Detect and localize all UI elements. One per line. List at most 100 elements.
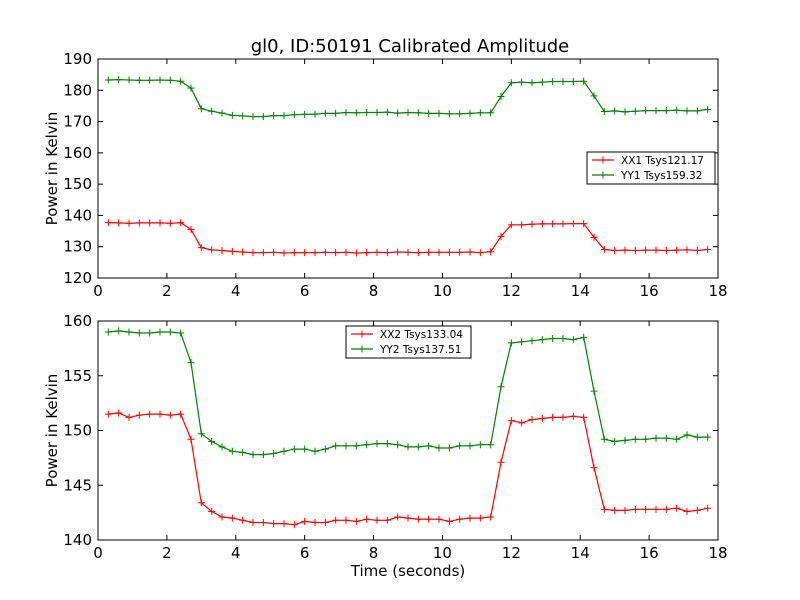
- data-point: [466, 109, 474, 117]
- data-point: [631, 246, 639, 254]
- y-tick-label: 160: [63, 144, 92, 162]
- data-point: [135, 219, 143, 227]
- data-point: [280, 112, 288, 120]
- data-point: [135, 411, 143, 419]
- x-tick-label: 16: [640, 544, 659, 562]
- data-point: [621, 506, 629, 514]
- data-point: [197, 430, 205, 438]
- data-point: [125, 76, 133, 84]
- data-point: [177, 329, 185, 337]
- data-point: [363, 441, 371, 449]
- data-point: [311, 110, 319, 118]
- data-point: [507, 339, 515, 347]
- data-point: [208, 107, 216, 115]
- data-point: [476, 514, 484, 522]
- data-point: [228, 447, 236, 455]
- data-point: [383, 516, 391, 524]
- data-point: [332, 109, 340, 117]
- data-point: [321, 109, 329, 117]
- data-point: [363, 515, 371, 523]
- data-point: [693, 107, 701, 115]
- data-point: [435, 248, 443, 256]
- x-tick-label: 16: [640, 282, 659, 300]
- data-point: [662, 107, 670, 115]
- data-point: [290, 521, 298, 529]
- y-tick-label: 160: [63, 312, 92, 330]
- data-point: [383, 249, 391, 257]
- data-point: [559, 413, 567, 421]
- y-axis-label-top: Power in Kelvin: [43, 112, 61, 226]
- y-tick-label: 130: [63, 238, 92, 256]
- data-point: [445, 517, 453, 525]
- data-point: [404, 514, 412, 522]
- data-point: [352, 442, 360, 450]
- data-point: [456, 515, 464, 523]
- data-point: [497, 93, 505, 101]
- data-point: [115, 327, 123, 335]
- data-point: [683, 431, 691, 439]
- data-point: [146, 410, 154, 418]
- data-point: [528, 79, 536, 87]
- data-point: [301, 517, 309, 525]
- data-point: [125, 219, 133, 227]
- legend-box-top: [586, 151, 716, 185]
- data-point: [414, 515, 422, 523]
- x-tick-label: 10: [433, 282, 452, 300]
- data-point: [104, 328, 112, 336]
- data-point: [187, 84, 195, 92]
- data-point: [404, 248, 412, 256]
- data-point: [611, 437, 619, 445]
- data-point: [414, 443, 422, 451]
- data-point: [538, 220, 546, 228]
- data-point: [425, 109, 433, 117]
- data-point: [569, 220, 577, 228]
- data-point: [693, 433, 701, 441]
- data-point: [549, 335, 557, 343]
- data-point: [135, 329, 143, 337]
- y-tick-label: 155: [63, 367, 92, 385]
- data-point: [270, 112, 278, 120]
- data-point: [538, 336, 546, 344]
- data-point: [456, 110, 464, 118]
- chart-title: gl0, ID:50191 Calibrated Amplitude: [251, 36, 570, 57]
- data-point: [383, 108, 391, 116]
- data-point: [704, 105, 712, 113]
- data-point: [197, 499, 205, 507]
- data-point: [642, 435, 650, 443]
- data-point: [652, 246, 660, 254]
- data-point: [683, 246, 691, 254]
- data-point: [321, 518, 329, 526]
- x-tick-label: 6: [300, 282, 310, 300]
- data-point: [187, 226, 195, 234]
- data-point: [115, 76, 123, 84]
- data-point: [270, 449, 278, 457]
- data-point: [580, 333, 588, 341]
- data-point: [249, 249, 257, 257]
- data-point: [590, 387, 598, 395]
- data-point: [270, 520, 278, 528]
- data-point: [228, 514, 236, 522]
- data-point: [528, 337, 536, 345]
- data-point: [435, 444, 443, 452]
- bottom-panel: 0 2 4 6 8 10 12 14 16 18 140 145 150 155 160 Power in …: [43, 312, 728, 580]
- data-point: [476, 249, 484, 257]
- data-point: [487, 513, 495, 521]
- data-point: [414, 249, 422, 257]
- data-point: [600, 246, 608, 254]
- legend-marker: [599, 156, 607, 164]
- data-point: [218, 513, 226, 521]
- legend-marker: [358, 345, 366, 353]
- data-point: [683, 107, 691, 115]
- legend-marker: [599, 171, 607, 179]
- data-point: [363, 249, 371, 257]
- data-point: [569, 336, 577, 344]
- data-point: [404, 108, 412, 116]
- data-point: [549, 220, 557, 228]
- data-point: [342, 442, 350, 450]
- x-tick-label: 4: [231, 282, 241, 300]
- data-point: [642, 246, 650, 254]
- data-point: [590, 464, 598, 472]
- data-point: [631, 435, 639, 443]
- data-point: [146, 329, 154, 337]
- data-point: [652, 505, 660, 513]
